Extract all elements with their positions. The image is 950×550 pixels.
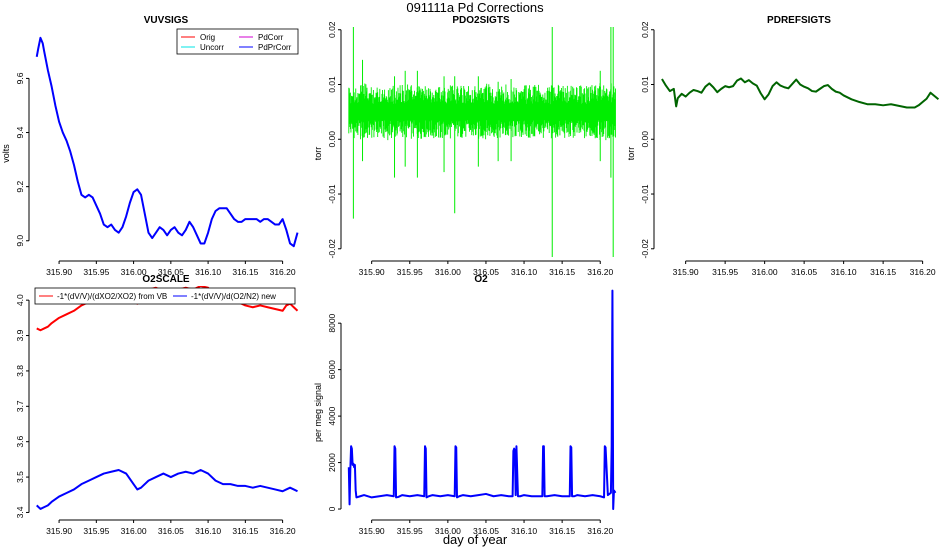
y-tick-label: 0 (327, 506, 337, 511)
chart-panel-4: O2SCALE 315.90 315.95 316.00 316.05 316.10 316… (15, 274, 299, 536)
y-tick-label: 3.8 (15, 365, 25, 377)
y-tick-label: 9.4 (15, 126, 25, 138)
panel-title: PDREFSIGTS (767, 15, 831, 26)
x-tick-label: 315.95 (397, 526, 423, 536)
x-tick-label: 315.95 (83, 526, 109, 536)
series-line (347, 289, 617, 511)
y-tick-label: 4.0 (15, 294, 25, 306)
x-tick-label: 316.05 (791, 267, 817, 277)
figure-xlabel: day of year (443, 532, 508, 547)
legend-label: PdCorr (258, 33, 284, 42)
x-tick-label: 315.95 (83, 267, 109, 277)
y-tick-label: 3.6 (15, 436, 25, 448)
x-tick-label: 315.90 (673, 267, 699, 277)
y-tick-label: -0.02 (640, 239, 650, 259)
y-tick-label: 4000 (327, 406, 337, 425)
y-tick-label: -0.02 (327, 239, 337, 259)
x-tick-label: 316.10 (195, 526, 221, 536)
y-axis-label: torr (626, 147, 636, 161)
y-tick-label: 6000 (327, 360, 337, 379)
plot-area (347, 289, 617, 511)
y-tick-label: -0.01 (640, 184, 650, 204)
x-tick-label: 316.00 (435, 526, 461, 536)
x-tick-label: 316.20 (270, 526, 296, 536)
legend-label: Orig (200, 33, 215, 42)
x-tick-label: 316.00 (752, 267, 778, 277)
y-tick-label: 2000 (327, 453, 337, 472)
legend-label: -1*(dV/V)/d(O2/N2) new (191, 292, 276, 301)
x-tick-label: 316.15 (232, 267, 258, 277)
chart-panel-1: VUVSIGS 315.90 315.95 316.00 316.05 316.10 316… (1, 15, 299, 277)
x-tick-label: 316.20 (587, 267, 613, 277)
series-noise-band (348, 83, 616, 141)
x-tick-label: 316.10 (511, 267, 537, 277)
panel-title: O2 (474, 274, 488, 285)
x-tick-label: 316.00 (121, 267, 147, 277)
y-tick-label: 3.5 (15, 471, 25, 483)
y-tick-label: 9.2 (15, 180, 25, 192)
x-tick-label: 316.05 (158, 267, 184, 277)
y-axis-label: torr (313, 147, 323, 161)
series-line (661, 77, 940, 109)
y-tick-label: -0.01 (327, 184, 337, 204)
x-tick-label: 316.00 (121, 526, 147, 536)
y-tick-label: 0.02 (327, 21, 337, 38)
chart-panel-2: PDO2SIGTS 315.90 315.95 316.00 316.05 316.10 3… (313, 15, 616, 277)
y-axis-label: volts (1, 144, 11, 163)
x-tick-label: 316.00 (435, 267, 461, 277)
x-tick-label: 315.90 (46, 526, 72, 536)
legend-label: -1*(dV/V)/(dXO2/XO2) from VB (57, 292, 167, 301)
legend-box (176, 28, 299, 55)
chart-panel-3: PDREFSIGTS 315.90 315.95 316.00 316.05 316.10… (626, 15, 940, 277)
x-tick-label: 315.95 (712, 267, 738, 277)
y-tick-label: 0.00 (327, 131, 337, 148)
figure-title: 091111a Pd Corrections (406, 0, 544, 15)
legend-box (34, 287, 296, 305)
x-tick-label: 316.10 (831, 267, 857, 277)
x-tick-label: 315.95 (397, 267, 423, 277)
x-tick-label: 316.05 (473, 267, 499, 277)
y-tick-label: 3.9 (15, 329, 25, 341)
x-tick-label: 316.15 (232, 526, 258, 536)
plot-area (36, 286, 299, 510)
y-tick-label: 0.00 (640, 131, 650, 148)
x-tick-label: 316.05 (473, 526, 499, 536)
y-tick-label: 0.02 (640, 21, 650, 38)
x-tick-label: 316.05 (158, 526, 184, 536)
y-tick-label: 8000 (327, 313, 337, 332)
y-tick-label: 9.0 (15, 235, 25, 247)
chart-panel-5: O2 315.90 315.95 316.00 316.05 316.10 316.15 31… (313, 274, 617, 536)
x-tick-label: 316.10 (511, 526, 537, 536)
x-tick-label: 316.15 (549, 267, 575, 277)
plot-area (348, 27, 616, 257)
plot-area (661, 77, 940, 109)
panel-title: PDO2SIGTS (452, 15, 510, 26)
y-tick-label: 3.7 (15, 400, 25, 412)
x-tick-label: 316.15 (549, 526, 575, 536)
x-tick-label: 316.20 (910, 267, 936, 277)
x-tick-label: 315.90 (359, 267, 385, 277)
legend-label: PdPrCorr (258, 43, 292, 52)
y-tick-label: 3.4 (15, 506, 25, 518)
y-tick-label: 9.6 (15, 72, 25, 84)
x-tick-label: 316.15 (870, 267, 896, 277)
y-axis-label: per meg signal (313, 383, 323, 442)
x-tick-label: 315.90 (46, 267, 72, 277)
x-tick-label: 316.20 (587, 526, 613, 536)
x-tick-label: 316.20 (270, 267, 296, 277)
series-line (35, 36, 299, 248)
y-tick-label: 0.01 (327, 76, 337, 93)
x-tick-label: 316.10 (195, 267, 221, 277)
y-tick-label: 0.01 (640, 76, 650, 93)
plot-area (35, 36, 299, 248)
panel-title: VUVSIGS (144, 15, 189, 26)
legend-label: Uncorr (200, 43, 224, 52)
x-tick-label: 315.90 (359, 526, 385, 536)
panel-title: O2SCALE (142, 274, 190, 285)
series-line (36, 469, 298, 510)
